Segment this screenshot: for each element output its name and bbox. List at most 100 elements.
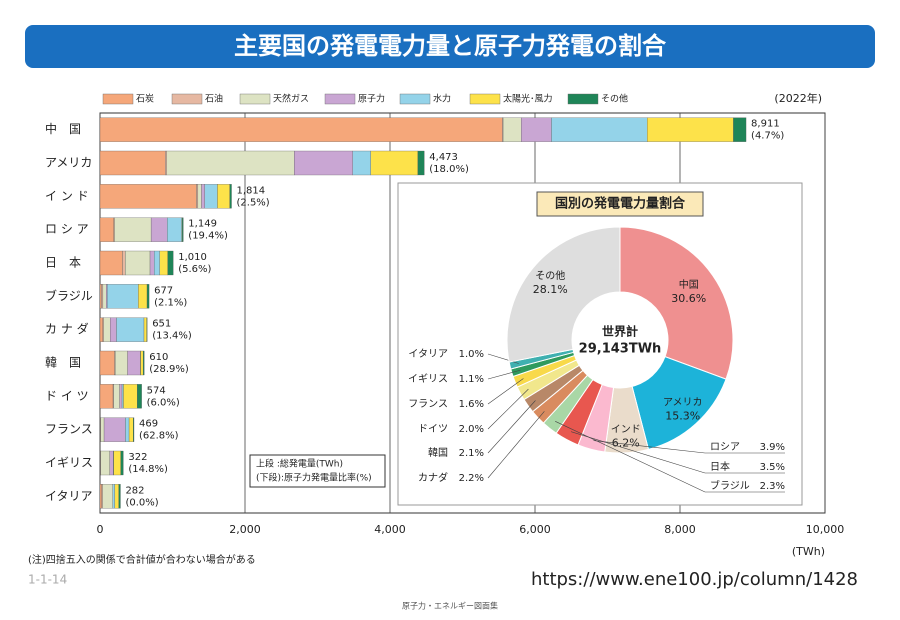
bar-segment (115, 350, 128, 376)
center-label: 世界計 (602, 324, 638, 339)
bar-segment (521, 117, 552, 142)
donut-title-box (536, 191, 704, 217)
legend-swatch (239, 93, 271, 105)
share-label: (14.8%) (128, 464, 168, 475)
y-tick-label: 韓 国 (45, 356, 81, 370)
leader-line (570, 431, 706, 474)
bar-segment (204, 184, 218, 209)
bar-segment (113, 450, 121, 476)
share-label: (2.1%) (154, 297, 187, 308)
slice-category: 中国 (679, 278, 699, 291)
total-label: 4,473 (429, 152, 458, 163)
slice-category: ドイツ (418, 424, 448, 435)
bar-segment (551, 117, 648, 142)
bar-segment (182, 217, 184, 242)
slice-category: カナダ (418, 471, 448, 484)
bar-segment (352, 150, 371, 176)
slice-value: 3.5% (760, 462, 785, 473)
leader-line (555, 421, 706, 493)
bar-segment (112, 484, 116, 509)
bar-segment (127, 350, 141, 376)
legend-label: 水力 (433, 93, 451, 105)
bar-segment (167, 217, 182, 242)
page-title: 主要国の発電電力量と原子力発電の割合 (234, 32, 667, 60)
bar-segment (103, 417, 126, 442)
bar-segment (107, 284, 139, 309)
bar-segment (217, 184, 230, 209)
slice-value: 1.0% (459, 349, 484, 360)
bar-segment (197, 184, 202, 209)
share-label: (13.4%) (152, 331, 192, 342)
share-label: (19.4%) (188, 231, 228, 242)
x-tick-label: 10,000 (806, 523, 845, 536)
url: https://www.ene100.jp/column/1428 (531, 569, 858, 590)
slice-value: 1.6% (459, 399, 484, 410)
legend-label: 太陽光･風力 (503, 93, 553, 105)
bar-segment (159, 250, 168, 276)
bar-segment (99, 350, 115, 376)
bar-segment (116, 317, 145, 342)
legend-label: 石炭 (136, 94, 154, 105)
bar-segment (114, 484, 120, 509)
slice-category: 韓国 (428, 447, 448, 459)
bar-segment (125, 250, 151, 276)
total-label: 1,149 (188, 219, 217, 230)
leader-line (487, 378, 524, 405)
leader-line (593, 440, 706, 454)
slice-value: 15.3% (665, 409, 700, 422)
bar-segment (103, 317, 111, 342)
share-label: (6.0%) (147, 397, 180, 408)
bar-segment (100, 450, 110, 476)
bar-segment (647, 117, 734, 142)
bar-segment (123, 384, 138, 409)
slice-value: 3.9% (760, 442, 785, 453)
y-tick-label: アメリカ (45, 156, 92, 170)
bar-segment (165, 150, 167, 176)
title-banner (25, 25, 875, 68)
bar-segment (167, 250, 174, 276)
slice-category: その他 (535, 269, 565, 282)
slice-category: 日本 (710, 460, 730, 473)
bar-segment (113, 384, 120, 409)
bar-segment (140, 350, 144, 376)
bar-segment (100, 417, 105, 442)
y-tick-label: ブラジル (45, 288, 93, 303)
bar-segment (137, 384, 142, 409)
total-label: 651 (152, 319, 171, 330)
bar-segment (121, 384, 124, 409)
legend-label: 石油 (205, 93, 223, 105)
slice-value: 2.2% (459, 473, 484, 484)
bar-segment (101, 284, 104, 309)
y-tick-label: フランス (45, 422, 93, 436)
legend-label: 原子力 (358, 93, 385, 105)
bar-segment (417, 150, 425, 176)
footer: 原子力・エネルギー図面集 (402, 601, 498, 611)
slice-value: 30.6% (671, 292, 706, 305)
x-axis-label: (TWh) (792, 545, 825, 558)
total-label: 282 (125, 485, 144, 496)
bar-segment (166, 150, 295, 176)
x-tick-label: 4,000 (374, 523, 406, 536)
bar-segment (99, 184, 197, 209)
x-tick-label: 0 (97, 523, 104, 536)
page-number: 1-1-14 (28, 573, 67, 587)
slice-category: イギリス (408, 373, 448, 385)
bar-segment (154, 250, 160, 276)
bar-segment (143, 317, 147, 342)
y-tick-label: ド イ ツ (45, 389, 89, 403)
y-tick-label: 中 国 (45, 121, 81, 136)
share-label: (18.0%) (429, 164, 469, 175)
y-tick-label: 日 本 (45, 256, 81, 270)
legend-swatch (469, 93, 501, 105)
share-label: (4.7%) (751, 131, 784, 142)
bar-segment (122, 250, 126, 276)
y-tick-label: ロ シ ア (45, 222, 89, 236)
bar-segment (120, 450, 124, 476)
leader-line (487, 369, 521, 380)
bar-segment (150, 217, 168, 242)
bar-segment (99, 250, 123, 276)
share-label: (28.9%) (149, 364, 189, 375)
legend-label: その他 (601, 93, 628, 105)
bar-segment (102, 484, 113, 509)
